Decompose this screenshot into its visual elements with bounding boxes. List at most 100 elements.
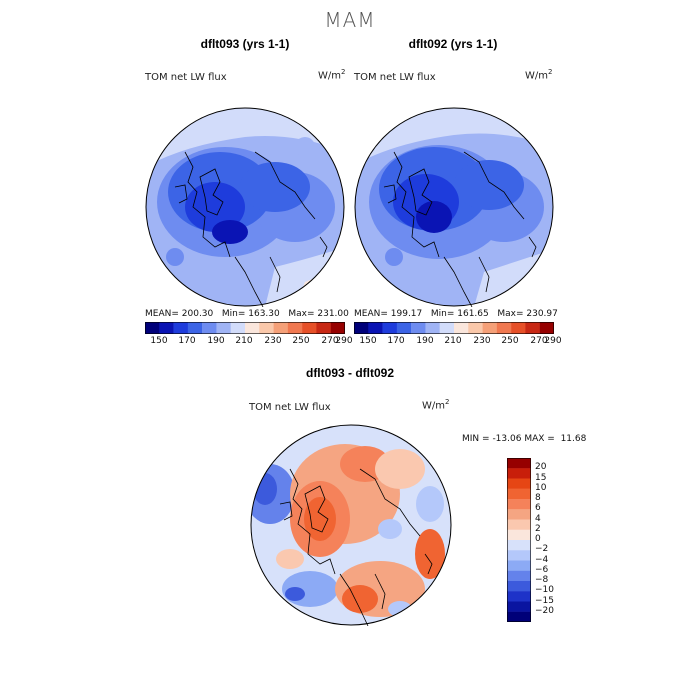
colorbar-ticks: 150 170 190 210 230 250 270 290 bbox=[354, 336, 561, 348]
colorbar-swatch bbox=[496, 322, 512, 334]
colorbar-swatch bbox=[316, 322, 331, 334]
colorbar-diff-ticks: 20 15 10 8 6 4 2 0 −2 −4 −6 −8 −10 −15 −20 bbox=[535, 458, 575, 628]
colorbar-swatch bbox=[439, 322, 455, 334]
tick-label: 210 bbox=[444, 336, 462, 346]
tick-label: 190 bbox=[207, 336, 225, 346]
colorbar-swatch bbox=[159, 322, 174, 334]
variable-label: TOM net LW flux bbox=[249, 402, 331, 413]
colorbar-swatch bbox=[507, 458, 531, 469]
colorbar-swatch bbox=[468, 322, 483, 334]
colorbar-diff-label: 2 bbox=[535, 523, 541, 534]
colorbar-diff-label: −6 bbox=[535, 564, 549, 575]
colorbar-swatch bbox=[507, 601, 531, 612]
colorbar-swatch bbox=[539, 322, 554, 334]
tick-label: 150 bbox=[150, 336, 168, 346]
tick-label: 290 bbox=[335, 336, 353, 346]
colorbar-swatch bbox=[507, 611, 531, 622]
colorbar-diff-label: 10 bbox=[535, 482, 547, 493]
colorbar-dflt092 bbox=[354, 322, 554, 334]
colorbar-ticks: 150 170 190 210 230 250 270 290 bbox=[145, 336, 352, 348]
colorbar-diff-label: 8 bbox=[535, 493, 541, 503]
colorbar-swatch bbox=[202, 322, 217, 334]
colorbar-outline bbox=[507, 458, 531, 622]
colorbar-diff-label: −10 bbox=[535, 585, 554, 596]
tick-label: 250 bbox=[501, 336, 519, 346]
season-title: MAM bbox=[324, 8, 376, 32]
colorbar-swatch bbox=[511, 322, 526, 334]
colorbar-swatch bbox=[507, 529, 531, 541]
colorbar-swatch bbox=[507, 509, 531, 520]
map-dflt092 bbox=[354, 107, 554, 307]
colorbar-swatch bbox=[273, 322, 289, 334]
colorbar-swatch bbox=[507, 560, 531, 571]
colorbar-swatch bbox=[230, 322, 246, 334]
variable-label: TOM net LW flux bbox=[145, 72, 227, 83]
colorbar-swatch bbox=[145, 322, 160, 334]
tick-label: 170 bbox=[387, 336, 405, 346]
colorbar-swatch bbox=[259, 322, 274, 334]
colorbar-diff-label: −20 bbox=[535, 605, 554, 616]
stats-line: MEAN= 199.17 Min= 161.65 Max= 230.97 bbox=[354, 309, 558, 319]
colorbar-swatch bbox=[507, 488, 531, 500]
tick-label: 150 bbox=[359, 336, 377, 346]
colorbar-dflt093 bbox=[145, 322, 345, 334]
colorbar-diff-label: 4 bbox=[535, 513, 541, 524]
tick-label: 170 bbox=[178, 336, 196, 346]
colorbar-swatch bbox=[368, 322, 383, 334]
min-max-line: MIN = -13.06 MAX = 11.68 bbox=[462, 434, 587, 444]
tick-label: 230 bbox=[264, 336, 282, 346]
colorbar-swatch bbox=[507, 540, 531, 551]
tick-label: 190 bbox=[416, 336, 434, 346]
colorbar-swatch bbox=[507, 591, 531, 602]
colorbar-diff-label: 6 bbox=[535, 503, 541, 514]
colorbar-diff-label: 15 bbox=[535, 472, 547, 483]
colorbar-swatch bbox=[187, 322, 203, 334]
colorbar-diff-label: −15 bbox=[535, 595, 554, 606]
tick-label: 250 bbox=[292, 336, 310, 346]
tick-label: 210 bbox=[235, 336, 253, 346]
colorbar-swatch bbox=[507, 499, 531, 510]
colorbar-swatch bbox=[507, 581, 531, 592]
colorbar-diff-label: 20 bbox=[535, 462, 547, 473]
colorbar-swatch bbox=[507, 478, 531, 489]
colorbar-swatch bbox=[354, 322, 369, 334]
units-label: W/m2 bbox=[318, 68, 346, 82]
colorbar-difference bbox=[507, 458, 531, 622]
colorbar-swatch bbox=[302, 322, 317, 334]
tick-label: 270 bbox=[530, 336, 548, 346]
colorbar-diff-label: −8 bbox=[535, 575, 549, 585]
colorbar-swatch bbox=[507, 570, 531, 582]
colorbar-swatch bbox=[411, 322, 426, 334]
colorbar-swatch bbox=[330, 322, 345, 334]
tick-label: 290 bbox=[544, 336, 562, 346]
units-label: W/m2 bbox=[422, 398, 450, 412]
stats-line: MEAN= 200.30 Min= 163.30 Max= 231.00 bbox=[145, 309, 349, 319]
units-label: W/m2 bbox=[525, 68, 553, 82]
colorbar-swatch bbox=[525, 322, 540, 334]
colorbar-swatch bbox=[245, 322, 260, 334]
colorbar-swatch bbox=[507, 550, 531, 561]
colorbar-diff-label: 0 bbox=[535, 534, 541, 544]
colorbar-swatch bbox=[482, 322, 498, 334]
colorbar-outline bbox=[145, 322, 345, 334]
tick-label: 270 bbox=[321, 336, 339, 346]
colorbar-swatch bbox=[507, 468, 531, 479]
map-dflt093 bbox=[145, 107, 345, 307]
variable-label: TOM net LW flux bbox=[354, 72, 436, 83]
colorbar-outline bbox=[354, 322, 554, 334]
colorbar-diff-label: −4 bbox=[535, 554, 549, 565]
panel-title: dflt092 (yrs 1-1) bbox=[408, 37, 498, 51]
colorbar-swatch bbox=[382, 322, 398, 334]
colorbar-swatch bbox=[454, 322, 469, 334]
panel-title: dflt093 - dflt092 bbox=[305, 366, 395, 380]
colorbar-swatch bbox=[216, 322, 231, 334]
map-difference bbox=[250, 424, 452, 626]
colorbar-swatch bbox=[287, 322, 303, 334]
colorbar-swatch bbox=[507, 519, 531, 530]
tick-label: 230 bbox=[473, 336, 491, 346]
colorbar-swatch bbox=[173, 322, 189, 334]
panel-title: dflt093 (yrs 1-1) bbox=[200, 37, 290, 51]
colorbar-diff-label: −2 bbox=[535, 544, 549, 555]
colorbar-swatch bbox=[425, 322, 440, 334]
colorbar-swatch bbox=[396, 322, 412, 334]
